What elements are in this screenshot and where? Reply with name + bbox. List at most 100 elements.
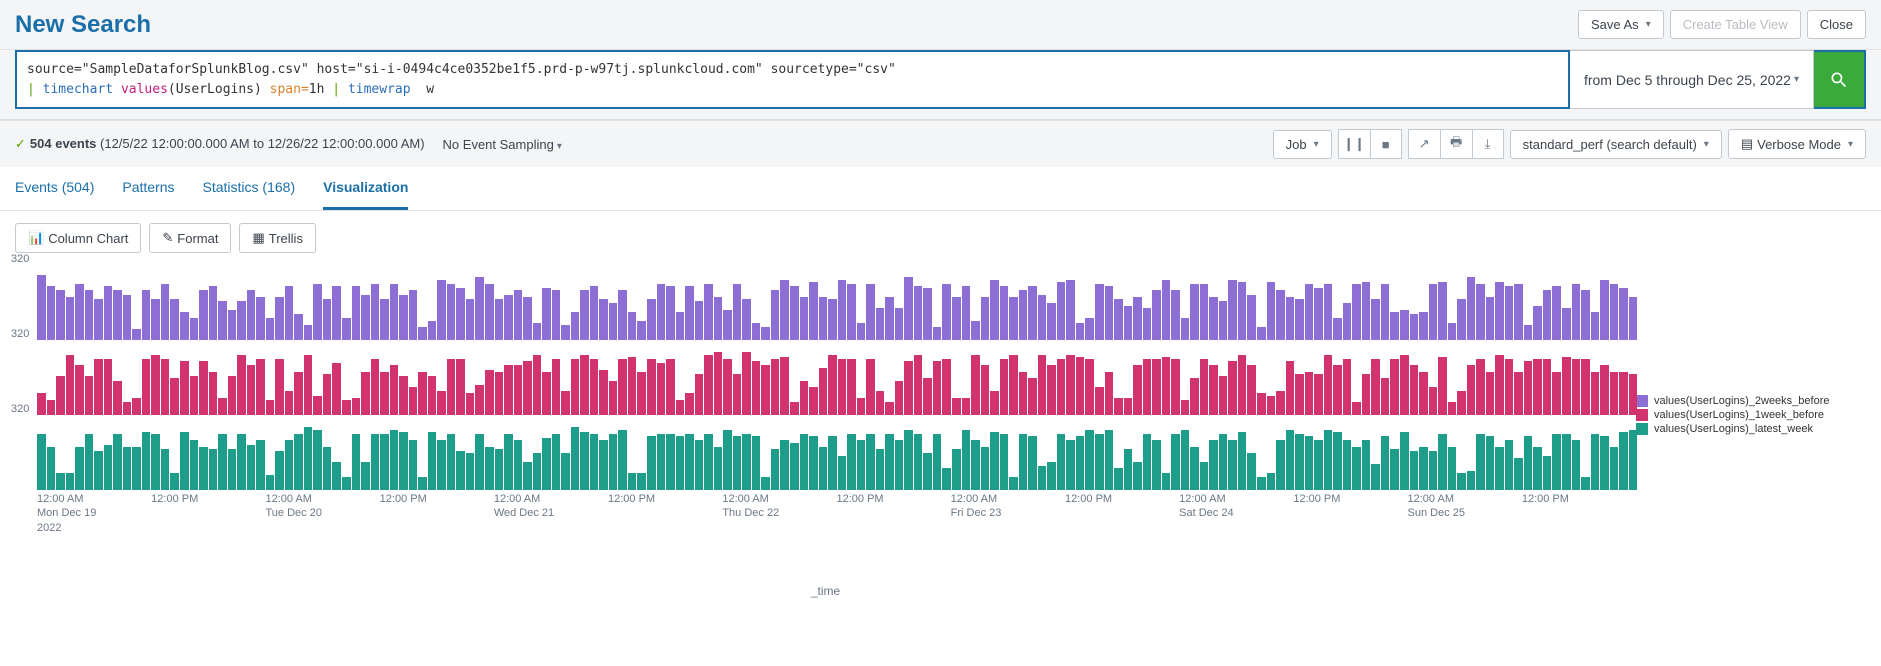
- bar[interactable]: [256, 359, 265, 415]
- bar[interactable]: [904, 361, 913, 415]
- bar[interactable]: [561, 325, 570, 340]
- bar[interactable]: [1228, 361, 1237, 415]
- bar[interactable]: [933, 327, 942, 340]
- bar[interactable]: [666, 434, 675, 490]
- bar[interactable]: [628, 357, 637, 415]
- bar[interactable]: [104, 359, 113, 415]
- bar[interactable]: [1467, 365, 1476, 415]
- bar[interactable]: [1390, 359, 1399, 415]
- bar[interactable]: [1419, 312, 1428, 340]
- bar[interactable]: [1200, 359, 1209, 415]
- bar[interactable]: [161, 284, 170, 340]
- bar[interactable]: [1095, 284, 1104, 340]
- bar[interactable]: [1457, 299, 1466, 340]
- bar[interactable]: [1181, 400, 1190, 415]
- bar[interactable]: [1267, 396, 1276, 415]
- bar[interactable]: [1486, 372, 1495, 415]
- bar[interactable]: [1009, 297, 1018, 340]
- bar[interactable]: [866, 284, 875, 340]
- bar[interactable]: [857, 398, 866, 415]
- bar[interactable]: [981, 297, 990, 340]
- bar[interactable]: [1410, 314, 1419, 340]
- bar[interactable]: [1390, 312, 1399, 340]
- bar[interactable]: [209, 449, 218, 490]
- bar[interactable]: [256, 440, 265, 490]
- bar[interactable]: [780, 357, 789, 415]
- bar[interactable]: [904, 430, 913, 490]
- bar[interactable]: [971, 321, 980, 340]
- bar[interactable]: [418, 327, 427, 340]
- bar[interactable]: [1429, 451, 1438, 490]
- bar[interactable]: [475, 277, 484, 340]
- bar[interactable]: [1314, 288, 1323, 340]
- bar[interactable]: [161, 449, 170, 490]
- bar[interactable]: [1019, 434, 1028, 490]
- bar[interactable]: [857, 440, 866, 490]
- bar[interactable]: [56, 473, 65, 490]
- bar[interactable]: [561, 453, 570, 490]
- bar[interactable]: [466, 453, 475, 490]
- bar[interactable]: [75, 284, 84, 340]
- bar[interactable]: [676, 400, 685, 415]
- bar[interactable]: [942, 284, 951, 340]
- bar[interactable]: [828, 355, 837, 415]
- bar[interactable]: [790, 286, 799, 340]
- bar[interactable]: [790, 402, 799, 415]
- bar[interactable]: [1486, 297, 1495, 340]
- bar[interactable]: [1276, 391, 1285, 415]
- bar[interactable]: [628, 473, 637, 490]
- print-button[interactable]: 🖶: [1440, 129, 1472, 159]
- bar[interactable]: [780, 440, 789, 490]
- bar[interactable]: [142, 432, 151, 490]
- bar[interactable]: [1629, 374, 1638, 415]
- bar[interactable]: [695, 374, 704, 415]
- bar[interactable]: [990, 391, 999, 415]
- bar[interactable]: [1333, 432, 1342, 490]
- bar[interactable]: [352, 398, 361, 415]
- bar[interactable]: [533, 355, 542, 415]
- bar[interactable]: [990, 280, 999, 340]
- bar[interactable]: [1038, 355, 1047, 415]
- bar[interactable]: [1390, 449, 1399, 490]
- bar[interactable]: [1305, 436, 1314, 490]
- bar[interactable]: [56, 290, 65, 340]
- bar[interactable]: [1457, 473, 1466, 490]
- bar[interactable]: [47, 447, 56, 490]
- bar[interactable]: [666, 359, 675, 415]
- bar[interactable]: [1219, 434, 1228, 490]
- bar[interactable]: [1105, 372, 1114, 415]
- bar[interactable]: [561, 391, 570, 415]
- bar[interactable]: [866, 359, 875, 415]
- bar[interactable]: [895, 440, 904, 490]
- bar[interactable]: [1505, 440, 1514, 490]
- bar[interactable]: [876, 449, 885, 490]
- bar[interactable]: [418, 372, 427, 415]
- legend-item[interactable]: values(UserLogins)_2weeks_before: [1636, 395, 1866, 407]
- bar[interactable]: [132, 398, 141, 415]
- bar[interactable]: [714, 352, 723, 415]
- bar[interactable]: [1591, 434, 1600, 490]
- bar[interactable]: [132, 329, 141, 340]
- bar[interactable]: [237, 355, 246, 415]
- bar[interactable]: [1543, 456, 1552, 491]
- bar[interactable]: [275, 359, 284, 415]
- bar[interactable]: [1467, 277, 1476, 340]
- bar[interactable]: [618, 359, 627, 415]
- bar[interactable]: [542, 288, 551, 340]
- bar[interactable]: [1057, 359, 1066, 415]
- run-search-button[interactable]: [1814, 50, 1866, 109]
- bar[interactable]: [714, 447, 723, 490]
- bar[interactable]: [752, 361, 761, 415]
- bar[interactable]: [914, 434, 923, 490]
- bar[interactable]: [456, 288, 465, 340]
- bar[interactable]: [1190, 447, 1199, 490]
- bar[interactable]: [1219, 376, 1228, 415]
- bar[interactable]: [1152, 290, 1161, 340]
- bar[interactable]: [1400, 310, 1409, 340]
- bar[interactable]: [1000, 434, 1009, 490]
- bar[interactable]: [123, 402, 132, 415]
- bar[interactable]: [571, 427, 580, 490]
- bar[interactable]: [428, 321, 437, 340]
- bar[interactable]: [704, 434, 713, 490]
- bar[interactable]: [437, 391, 446, 415]
